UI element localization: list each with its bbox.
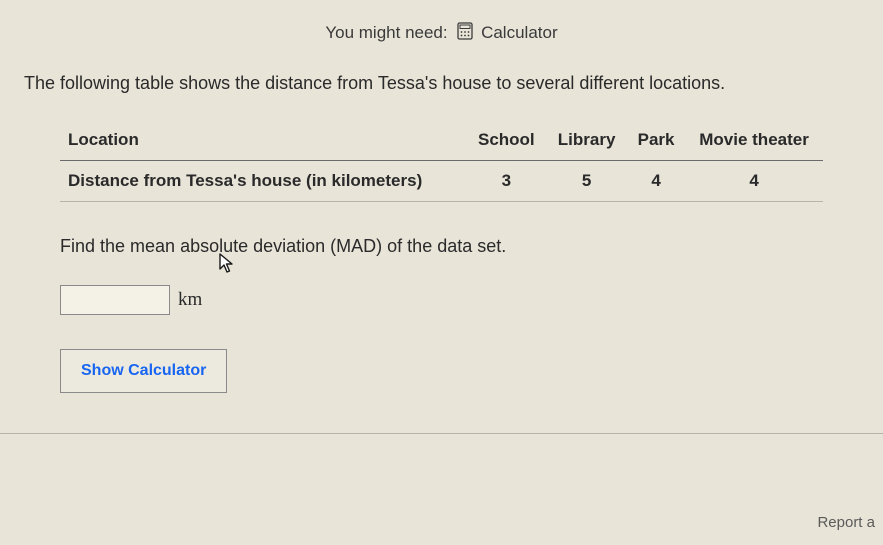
col-header: School bbox=[466, 120, 546, 161]
answer-input[interactable] bbox=[60, 285, 170, 315]
table-header-row: Location School Library Park Movie theat… bbox=[60, 120, 823, 161]
col-header: Park bbox=[627, 120, 685, 161]
data-cell: 4 bbox=[627, 161, 685, 202]
hint-prefix: You might need: bbox=[325, 23, 447, 42]
intro-text: The following table shows the distance f… bbox=[0, 73, 883, 120]
row-label-data: Distance from Tessa's house (in kilomete… bbox=[60, 161, 466, 202]
data-table: Location School Library Park Movie theat… bbox=[60, 120, 823, 202]
hint-row: You might need: Calculator bbox=[0, 0, 883, 73]
calculator-icon bbox=[457, 22, 473, 45]
answer-row: km bbox=[0, 257, 883, 315]
col-header: Library bbox=[546, 120, 627, 161]
question-prompt: Find the mean absolute deviation (MAD) o… bbox=[0, 202, 883, 257]
report-link[interactable]: Report a bbox=[817, 514, 875, 531]
data-table-wrap: Location School Library Park Movie theat… bbox=[0, 120, 883, 202]
data-cell: 4 bbox=[685, 161, 823, 202]
data-cell: 3 bbox=[466, 161, 546, 202]
data-cell: 5 bbox=[546, 161, 627, 202]
answer-unit: km bbox=[178, 289, 202, 311]
table-row: Distance from Tessa's house (in kilomete… bbox=[60, 161, 823, 202]
col-header: Movie theater bbox=[685, 120, 823, 161]
show-calculator-button[interactable]: Show Calculator bbox=[60, 349, 227, 393]
calculator-link[interactable]: Calculator bbox=[481, 23, 558, 42]
row-label-header: Location bbox=[60, 120, 466, 161]
divider bbox=[0, 433, 883, 434]
